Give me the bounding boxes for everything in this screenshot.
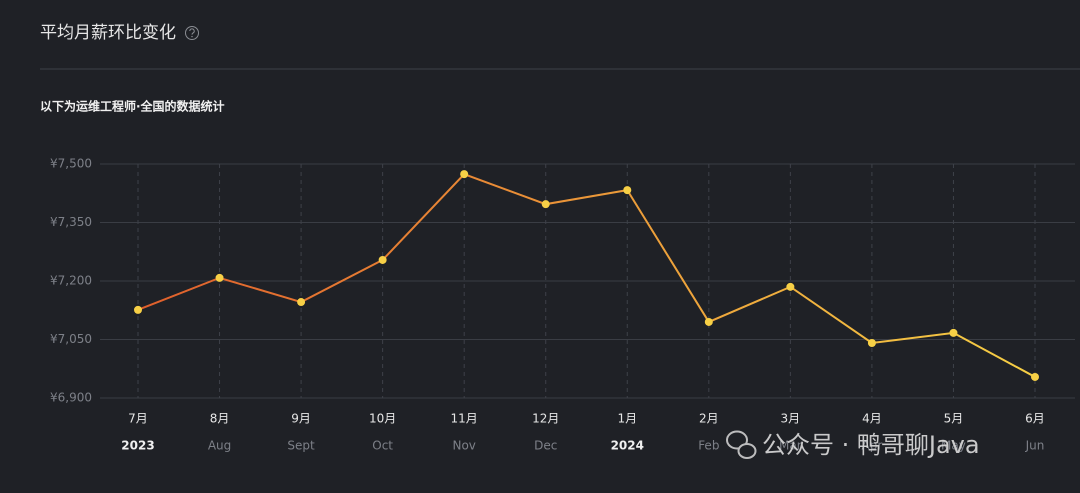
x-sub-label: May <box>941 439 966 453</box>
x-tick-label: 3月 <box>781 412 801 426</box>
chart-subtitle: 以下为运维工程师·全国的数据统计 <box>40 99 225 114</box>
watermark: 公众号 · 鸭哥聊Java <box>762 431 980 459</box>
line <box>137 172 1036 378</box>
help-icon[interactable] <box>185 26 199 40</box>
x-sub-label: Jun <box>1025 439 1045 453</box>
x-sub-label: Apr <box>862 439 883 453</box>
x-sub-label: Aug <box>208 439 231 453</box>
y-tick-label: ¥7,350 <box>50 215 92 229</box>
x-sub-label: Mar <box>779 439 802 453</box>
data-point <box>867 339 876 348</box>
x-sub-label: Feb <box>698 439 719 453</box>
x-tick-label: 8月 <box>210 412 230 426</box>
y-tick-label: ¥7,050 <box>50 332 92 346</box>
x-tick-label: 5月 <box>944 412 964 426</box>
data-point <box>378 255 387 264</box>
x-sub-label: Oct <box>372 439 393 453</box>
x-tick-label: 9月 <box>291 412 311 426</box>
x-tick-label: 1月 <box>617 412 637 426</box>
x-tick-label: 7月 <box>128 412 148 426</box>
data-point <box>623 186 632 195</box>
y-tick-label: ¥7,500 <box>50 157 92 171</box>
data-point <box>949 328 958 337</box>
x-tick-label: 2月 <box>699 412 719 426</box>
data-point <box>134 305 142 314</box>
chart-title: 平均月薪环比变化 <box>40 23 176 43</box>
data-point <box>704 317 713 326</box>
x-tick-label: 4月 <box>862 412 882 426</box>
x-tick-label: 10月 <box>369 412 396 426</box>
x-sub-label: 2024 <box>611 439 644 453</box>
x-tick-label: 12月 <box>532 412 559 426</box>
y-tick-label: ¥7,200 <box>50 274 92 288</box>
x-sub-label: Dec <box>534 439 557 453</box>
x-tick-label: 11月 <box>451 412 478 426</box>
x-sub-label: Sept <box>287 439 315 453</box>
data-point <box>297 298 306 307</box>
data-point <box>1031 372 1039 381</box>
y-tick-label: ¥6,900 <box>50 391 92 405</box>
x-sub-label: 2023 <box>121 439 154 453</box>
data-point <box>541 200 550 209</box>
watermark-icon <box>726 430 757 459</box>
data-point <box>786 282 795 291</box>
x-tick-label: 6月 <box>1025 412 1045 426</box>
data-point <box>460 170 469 179</box>
x-sub-label: Nov <box>452 439 475 453</box>
data-point <box>215 273 224 282</box>
